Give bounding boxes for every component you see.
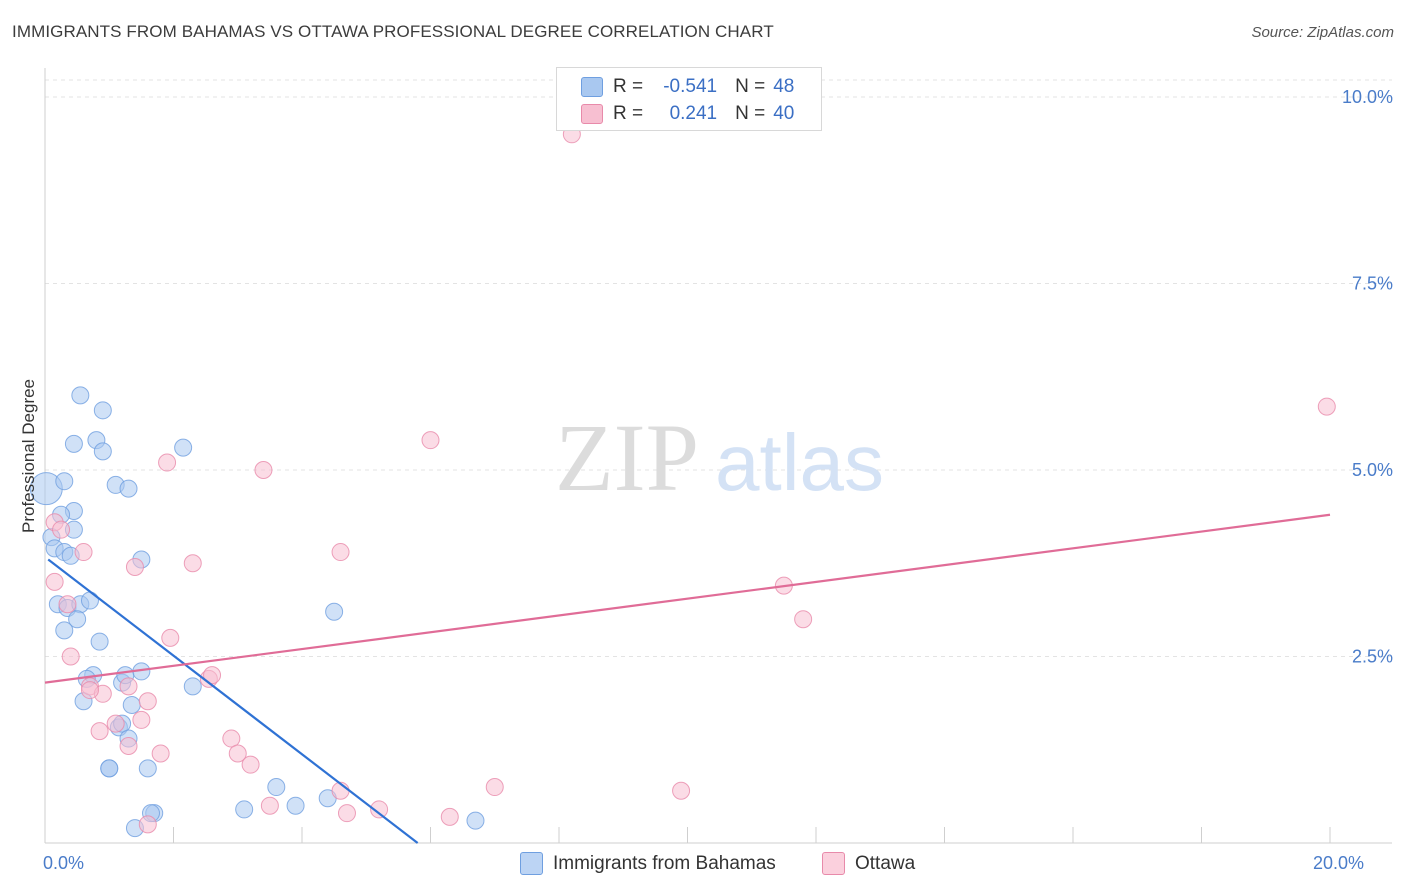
data-point [466,811,485,830]
legend-row-bahamas: R = -0.541 N = 48 [581,74,795,100]
data-point [122,695,141,714]
legend-item-bahamas[interactable]: Immigrants from Bahamas [520,852,776,875]
n-value: 40 [773,103,795,124]
data-point [421,431,440,450]
r-value: 0.241 [669,103,718,124]
data-point [119,677,138,696]
data-point [93,442,112,461]
data-point [138,815,157,834]
n-label: N = [735,103,766,124]
watermark-atlas: atlas [715,418,884,507]
n-label: N = [735,76,766,97]
data-point [100,759,119,778]
data-point [228,744,247,763]
legend-label-bahamas: Immigrants from Bahamas [553,852,776,874]
data-point [161,628,180,647]
data-point [267,778,286,797]
legend-item-ottawa[interactable]: Ottawa [822,852,915,875]
data-point [241,755,260,774]
trend-lines [44,513,1331,844]
trend-line [47,558,419,844]
axes [44,68,1392,844]
data-point [174,438,193,457]
data-point [52,520,71,539]
legend-swatch-ottawa [581,104,603,124]
data-point [331,543,350,562]
data-point [672,781,691,800]
data-point [125,557,144,576]
data-point [203,666,222,685]
data-point [337,804,356,823]
legend-swatch-ottawa [822,852,845,875]
data-point [74,543,93,562]
data-point [68,610,87,629]
data-point [794,610,813,629]
data-point [71,386,90,405]
n-value: 48 [773,76,795,97]
x-tick-label: 20.0% [1313,853,1364,873]
data-point [55,472,74,491]
data-point [55,621,74,640]
data-point [90,722,109,741]
y-tick-label: 7.5% [1352,274,1393,294]
legend-row-ottawa: R = 0.241 N = 40 [581,101,795,127]
legend-swatch-bahamas [520,852,543,875]
y-tick-label: 5.0% [1352,460,1393,480]
data-point [222,729,241,748]
data-point [132,710,151,729]
series-legend: Immigrants from Bahamas Ottawa [0,852,1406,878]
legend-label-ottawa: Ottawa [855,852,916,874]
data-point [235,800,254,819]
data-point [119,479,138,498]
data-point [1317,397,1336,416]
y-tick-labels: 2.5% 5.0% 7.5% 10.0% [1342,87,1393,667]
data-point [119,737,138,756]
watermark-zip: ZIP [555,404,699,511]
r-label: R = [613,103,644,124]
x-tick-labels: 0.0% 20.0% [43,853,1364,873]
data-point [485,778,504,797]
data-point [151,744,170,763]
data-point [183,677,202,696]
data-point [90,632,109,651]
x-tick-label: 0.0% [43,853,84,873]
data-point [106,714,125,733]
source-label: Source: ZipAtlas.com [1251,24,1394,41]
correlation-legend: R = -0.541 N = 48 R = 0.241 N = 40 [556,67,822,131]
data-point [370,800,389,819]
data-point [138,692,157,711]
data-point [80,591,99,610]
series-ottawa-points [45,125,1336,834]
data-point [254,461,273,479]
data-point [93,401,112,420]
r-value: -0.541 [663,76,718,97]
y-axis-label: Professional Degree [19,379,38,533]
legend-swatch-bahamas [581,77,603,97]
data-point [440,807,459,826]
data-point [260,796,279,815]
data-point [64,434,83,453]
data-point [138,759,157,778]
data-point [58,595,77,614]
r-label: R = [613,76,644,97]
data-point [158,453,177,472]
y-tick-label: 2.5% [1352,647,1393,667]
data-point [183,554,202,573]
data-point [286,796,305,815]
y-tick-label: 10.0% [1342,87,1393,107]
trend-line [44,513,1331,684]
chart-title: IMMIGRANTS FROM BAHAMAS VS OTTAWA PROFES… [12,22,774,41]
gridlines [45,79,1392,657]
data-point [45,572,64,591]
data-point [61,647,80,666]
data-point [80,681,99,700]
data-point [325,602,344,621]
